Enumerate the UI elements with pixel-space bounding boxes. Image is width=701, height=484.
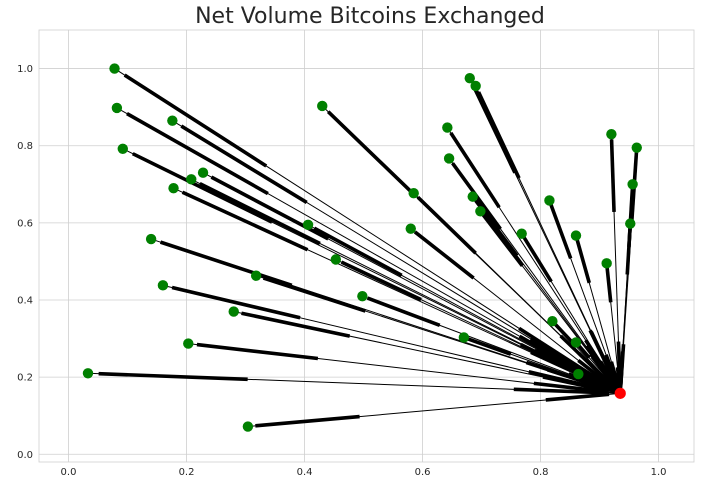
y-tick-label: 0.0 — [17, 450, 33, 461]
edge-arrow-tail — [449, 131, 501, 209]
data-point — [109, 63, 120, 74]
data-point — [544, 195, 555, 206]
data-point — [330, 254, 342, 265]
data-point — [516, 228, 527, 239]
edge-arrow-tail — [180, 124, 308, 204]
data-point — [302, 219, 314, 230]
edge-arrow-tail — [552, 321, 575, 345]
edge-layer — [87, 68, 639, 428]
data-point — [464, 73, 475, 84]
edge-arrow-tail — [313, 226, 403, 277]
data-point — [627, 179, 638, 190]
edge-arrow-tail — [131, 152, 273, 224]
data-point — [167, 115, 178, 126]
data-point — [458, 332, 470, 343]
data-point — [470, 80, 481, 92]
edge-arrow-tail — [196, 342, 319, 361]
data-point — [606, 128, 617, 140]
data-point — [570, 230, 582, 241]
edge-arrow-tail — [476, 91, 521, 179]
data-point — [625, 218, 636, 229]
edge-arrow-tail — [605, 265, 613, 303]
edge-arrow-head — [618, 344, 626, 387]
data-point — [467, 191, 478, 202]
x-tick-label: 1.0 — [651, 467, 667, 478]
edge-arrow-tail — [126, 112, 269, 196]
tick-layer: 0.0 0.2 0.4 0.6 0.8 1.0 0.0 0.2 0.4 0.6 0.8 1.0 — [17, 64, 666, 478]
edge-arrow-tail — [199, 181, 321, 246]
edge-arrow-head — [588, 380, 617, 394]
x-tick-label: 0.4 — [297, 467, 313, 478]
edge-arrow-tail — [366, 296, 441, 327]
y-tick-label: 0.8 — [17, 141, 33, 152]
chart-title: Net Volume Bitcoins Exchanged — [195, 4, 545, 29]
edge-arrow-tail — [123, 73, 268, 168]
data-point — [442, 122, 453, 133]
grid-layer — [38, 29, 695, 463]
edge-arrow-tail — [171, 285, 301, 320]
y-tick-label: 0.2 — [17, 373, 33, 384]
edge-arrow-tail — [416, 195, 477, 255]
x-tick-label: 0.6 — [415, 467, 431, 478]
data-point — [111, 102, 123, 114]
edge-arrow-head — [533, 381, 608, 394]
y-tick-label: 0.4 — [17, 296, 33, 307]
x-tick-label: 0.8 — [533, 467, 549, 478]
edge-arrow-head — [513, 387, 605, 395]
data-point — [183, 338, 194, 349]
x-tick-label: 0.0 — [61, 467, 77, 478]
data-point — [631, 142, 642, 153]
data-point — [228, 306, 239, 317]
data-point — [357, 290, 368, 302]
edge-arrow-tail — [326, 110, 413, 194]
data-point — [186, 174, 197, 185]
edge-arrow-tail — [413, 230, 475, 280]
data-point — [443, 153, 455, 164]
edge-arrow-tail — [575, 238, 591, 284]
edge-arrow-tail — [522, 235, 553, 283]
data-point — [573, 368, 584, 380]
y-tick-label: 1.0 — [17, 64, 33, 75]
data-point — [242, 421, 254, 432]
data-point — [570, 337, 582, 348]
data-point — [408, 187, 419, 199]
edge-arrow-head — [542, 375, 610, 393]
edge-arrow-tail — [549, 203, 573, 259]
data-point — [250, 270, 262, 281]
edge-arrow-tail — [210, 175, 330, 241]
data-point — [317, 100, 328, 112]
hub-point — [614, 387, 626, 399]
data-point — [168, 182, 179, 194]
plot-frame — [38, 29, 695, 463]
data-point — [475, 206, 486, 217]
edge-arrow-tail — [241, 311, 351, 338]
data-point — [117, 143, 128, 154]
edge-arrow-head — [545, 392, 610, 402]
data-point — [145, 233, 157, 245]
data-point — [405, 223, 416, 234]
edge-arrow-tail — [262, 276, 366, 313]
y-tick-label: 0.6 — [17, 218, 33, 229]
edge-arrow-tail — [466, 336, 512, 356]
data-point — [157, 280, 169, 291]
data-point — [601, 258, 612, 269]
edge-arrow-tail — [481, 213, 524, 267]
data-point — [197, 167, 209, 178]
edge-arrow-tail — [340, 260, 422, 302]
edge-arrow-tail — [609, 139, 616, 212]
data-point — [82, 368, 94, 379]
edge-arrow-tail — [159, 240, 293, 288]
x-tick-label: 0.2 — [179, 467, 195, 478]
data-point — [547, 316, 558, 327]
edge-arrow-tail — [181, 190, 309, 252]
edge-arrow-tail — [255, 414, 360, 428]
node-layer — [82, 63, 642, 432]
edge-arrow-tail — [98, 371, 248, 382]
